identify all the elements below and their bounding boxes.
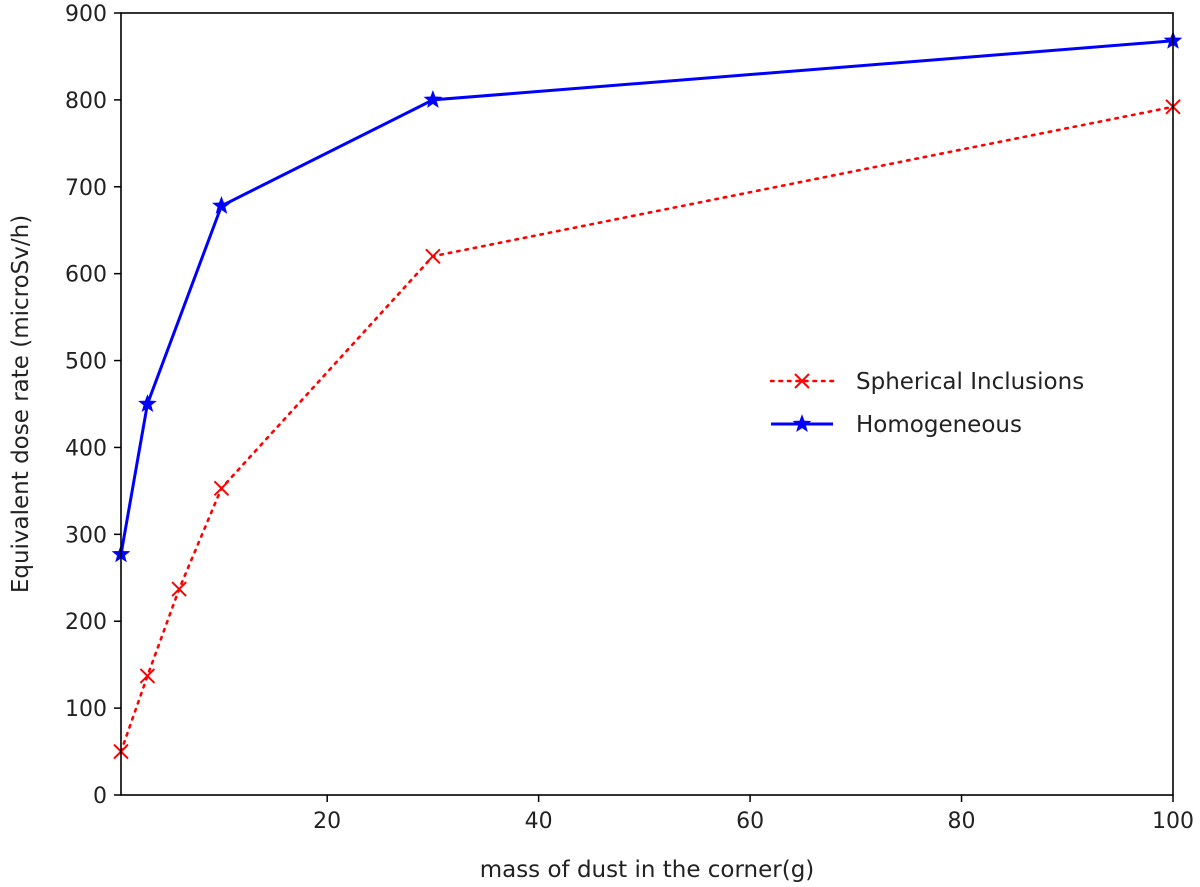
plot-area — [121, 13, 1173, 795]
data-point — [423, 90, 443, 108]
x-tick-label: 100 — [1152, 809, 1194, 834]
y-axis: 0 100 200 300 400 500 600 700 800 900 — [65, 2, 121, 809]
series-line — [119, 105, 1175, 753]
y-tick-label: 200 — [65, 610, 107, 635]
legend-label: Spherical Inclusions — [856, 369, 1084, 395]
y-tick-label: 100 — [65, 697, 107, 722]
y-tick-label: 800 — [65, 89, 107, 114]
x-tick-label: 80 — [948, 809, 976, 834]
data-point — [212, 196, 231, 214]
legend: Spherical Inclusions Homogeneous — [769, 369, 1084, 438]
y-tick-label: 600 — [65, 263, 107, 288]
legend-marker — [794, 373, 810, 389]
x-axis: 20 40 60 80 100 — [313, 795, 1194, 834]
y-tick-label: 400 — [65, 436, 107, 461]
y-tick-label: 900 — [65, 2, 107, 27]
data-point — [138, 394, 157, 412]
x-tick-label: 40 — [525, 809, 553, 834]
y-tick-label: 0 — [93, 784, 107, 809]
data-point — [171, 581, 187, 597]
legend-label: Homogeneous — [856, 412, 1022, 438]
data-point — [213, 480, 230, 496]
y-tick-label: 300 — [65, 523, 107, 548]
legend-marker — [792, 414, 812, 432]
x-tick-label: 20 — [313, 809, 341, 834]
x-tick-label: 60 — [736, 809, 764, 834]
y-tick-label: 500 — [65, 350, 107, 375]
plot-frame — [120, 12, 1174, 796]
x-axis-title: mass of dust in the corner(g) — [480, 857, 815, 883]
data-point — [425, 248, 441, 264]
data-point — [139, 668, 156, 684]
legend-item: Homogeneous — [771, 412, 1022, 438]
y-tick-label: 700 — [65, 176, 107, 201]
y-axis-title: Equivalent dose rate (microSv/h) — [8, 215, 34, 593]
legend-item: Spherical Inclusions — [769, 369, 1084, 395]
